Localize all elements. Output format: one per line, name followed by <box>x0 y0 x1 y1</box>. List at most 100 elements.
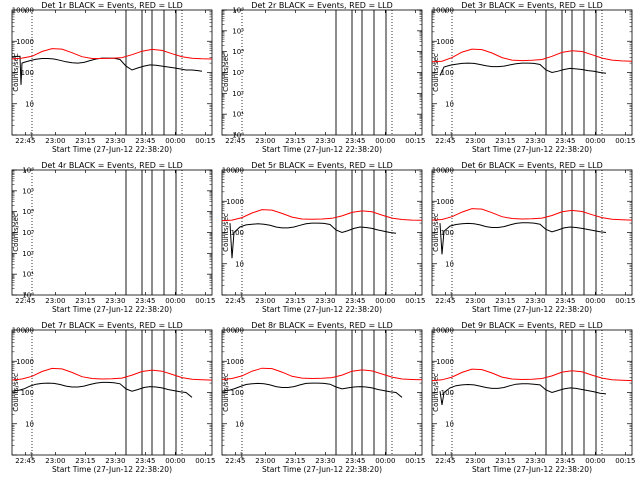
y-tick-label: 1000 <box>226 198 244 206</box>
x-tick-label: 22:45 <box>435 457 455 465</box>
x-axis-label: Start Time (27-Jun-12 22:38:20) <box>472 305 592 314</box>
y-tick-label: 100 <box>231 229 244 237</box>
y-tick-label: 1000 <box>16 358 34 366</box>
series-line-events <box>439 383 607 405</box>
panel-title: Det 8r BLACK = Events, RED = LLD <box>251 321 393 330</box>
x-tick-label: 00:15 <box>615 457 635 465</box>
y-tick-label: 10⁴ <box>232 48 244 56</box>
y-tick-label: 10³ <box>22 229 34 237</box>
x-tick-label: 23:00 <box>45 297 65 305</box>
x-tick-label: 23:45 <box>345 297 365 305</box>
x-axis-label: Start Time (27-Jun-12 22:38:20) <box>262 305 382 314</box>
x-tick-label: 22:45 <box>15 137 35 145</box>
series-line-lld <box>11 48 213 60</box>
x-tick-label: 00:00 <box>165 137 185 145</box>
x-tick-label: 23:15 <box>495 457 515 465</box>
y-tick-label: 1000 <box>226 358 244 366</box>
x-tick-label: 23:45 <box>555 457 575 465</box>
detector-panel-3: Det 3r BLACK = Events, RED = LLD Start Ti… <box>431 1 635 154</box>
x-axis-label: Start Time (27-Jun-12 22:38:20) <box>262 465 382 474</box>
x-tick-label: 23:30 <box>525 297 545 305</box>
y-tick-label: 1 <box>450 292 454 300</box>
series-line-events <box>229 222 397 259</box>
x-axis-label: Start Time (27-Jun-12 22:38:20) <box>262 145 382 154</box>
y-tick-label: 10¹ <box>22 271 34 279</box>
x-tick-label: 23:00 <box>255 297 275 305</box>
x-tick-label: 23:30 <box>525 137 545 145</box>
x-tick-label: 00:00 <box>585 457 605 465</box>
x-tick-label: 22:45 <box>15 457 35 465</box>
x-tick-label: 22:45 <box>225 297 245 305</box>
y-tick-label: 10⁶ <box>22 167 34 175</box>
x-tick-label: 23:30 <box>525 457 545 465</box>
x-tick-label: 23:45 <box>555 137 575 145</box>
x-tick-label: 23:15 <box>75 457 95 465</box>
x-tick-label: 22:45 <box>225 137 245 145</box>
x-axis-label: Start Time (27-Jun-12 22:38:20) <box>472 145 592 154</box>
x-axis-label: Start Time (27-Jun-12 22:38:20) <box>52 305 172 314</box>
x-tick-label: 23:30 <box>105 457 125 465</box>
y-tick-label: 10⁴ <box>22 208 34 216</box>
y-tick-label: 10000 <box>12 327 34 335</box>
x-tick-label: 00:00 <box>165 297 185 305</box>
series-line-lld <box>431 368 633 382</box>
y-tick-label: 10 <box>25 100 34 108</box>
x-tick-label: 00:15 <box>195 137 215 145</box>
y-tick-label: 10000 <box>432 7 454 15</box>
panel-title: Det 2r BLACK = Events, RED = LLD <box>251 1 393 10</box>
x-tick-label: 23:30 <box>105 297 125 305</box>
x-tick-label: 23:45 <box>135 137 155 145</box>
x-tick-label: 00:15 <box>195 457 215 465</box>
detector-panel-7: Det 7r BLACK = Events, RED = LLD Start Ti… <box>11 321 215 474</box>
x-tick-label: 23:00 <box>465 297 485 305</box>
y-tick-label: 10 <box>445 420 454 428</box>
x-tick-label: 23:00 <box>45 457 65 465</box>
y-tick-label: 10000 <box>222 167 244 175</box>
y-tick-label: 10 <box>445 260 454 268</box>
x-tick-label: 23:45 <box>345 137 365 145</box>
x-tick-label: 23:30 <box>315 457 335 465</box>
y-tick-label: 10000 <box>432 327 454 335</box>
x-tick-label: 23:15 <box>495 297 515 305</box>
y-tick-label: 10⁰ <box>22 292 34 300</box>
y-tick-label: 10 <box>25 420 34 428</box>
y-tick-label: 1000 <box>436 198 454 206</box>
detector-panel-9: Det 9r BLACK = Events, RED = LLD Start Ti… <box>431 321 635 474</box>
x-tick-label: 00:15 <box>195 297 215 305</box>
y-tick-label: 1 <box>240 292 244 300</box>
x-tick-label: 23:45 <box>555 297 575 305</box>
x-tick-label: 00:00 <box>375 297 395 305</box>
y-tick-label: 100 <box>441 389 454 397</box>
y-tick-label: 1000 <box>16 38 34 46</box>
x-tick-label: 23:15 <box>285 297 305 305</box>
x-tick-label: 23:00 <box>465 137 485 145</box>
y-tick-label: 10 <box>235 420 244 428</box>
panel-title: Det 3r BLACK = Events, RED = LLD <box>461 1 603 10</box>
x-tick-label: 22:45 <box>435 297 455 305</box>
y-tick-label: 10⁰ <box>232 132 244 140</box>
panel-title: Det 6r BLACK = Events, RED = LLD <box>461 161 603 170</box>
y-tick-label: 10000 <box>222 327 244 335</box>
panel-title: Det 7r BLACK = Events, RED = LLD <box>41 321 183 330</box>
y-tick-label: 10⁵ <box>232 27 244 35</box>
series-line-lld <box>431 208 633 221</box>
series-line-events <box>11 381 193 398</box>
x-tick-label: 22:45 <box>15 297 35 305</box>
y-tick-label: 1 <box>30 132 34 140</box>
series-line-lld <box>221 209 423 222</box>
x-tick-label: 23:00 <box>255 457 275 465</box>
x-tick-label: 23:15 <box>285 137 305 145</box>
y-tick-label: 100 <box>441 69 454 77</box>
panel-title: Det 9r BLACK = Events, RED = LLD <box>461 321 603 330</box>
y-tick-label: 100 <box>231 389 244 397</box>
y-tick-label: 1000 <box>436 358 454 366</box>
y-tick-label: 10000 <box>432 167 454 175</box>
x-tick-label: 00:00 <box>375 457 395 465</box>
x-axis-label: Start Time (27-Jun-12 22:38:20) <box>52 145 172 154</box>
x-tick-label: 23:15 <box>285 457 305 465</box>
y-tick-label: 10⁶ <box>232 7 244 15</box>
x-tick-label: 23:30 <box>315 137 335 145</box>
y-tick-label: 10¹ <box>232 111 244 119</box>
